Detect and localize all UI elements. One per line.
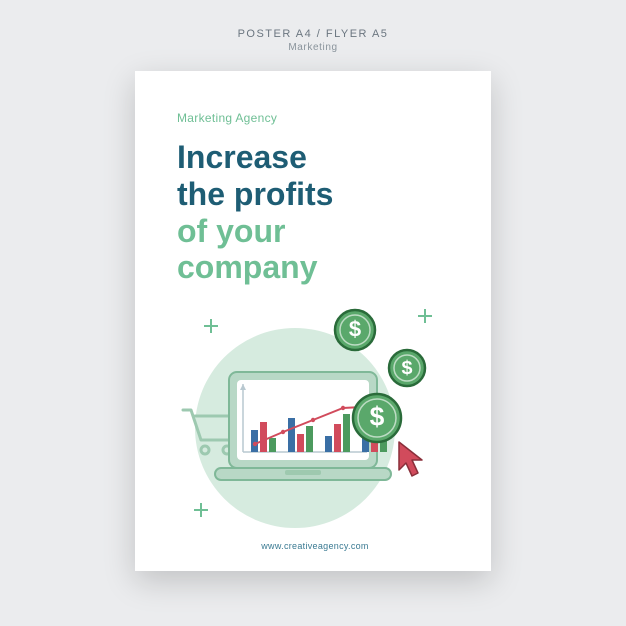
svg-text:$: $ — [349, 317, 361, 342]
headline-line-4: company — [177, 249, 317, 285]
dollar-coin-icon: $ — [353, 394, 401, 442]
headline-line-1: Increase — [177, 139, 307, 175]
svg-text:$: $ — [401, 357, 412, 379]
dollar-coin-icon: $ — [389, 350, 425, 386]
dollar-coin-icon: $ — [335, 310, 375, 350]
kicker-text: Marketing Agency — [177, 111, 453, 125]
hero-graphic: $ $ $ — [177, 298, 453, 535]
svg-text:$: $ — [370, 402, 385, 432]
headline-line-2: the profits — [177, 176, 333, 212]
footer-url: www.creativeagency.com — [177, 541, 453, 551]
page-header-sub: Marketing — [288, 42, 337, 53]
page-header-label: POSTER A4 / FLYER A5 — [238, 28, 389, 40]
cursor-icon — [399, 442, 422, 476]
headline-line-3: of your — [177, 213, 285, 249]
headline: Increase the profits of your company — [177, 139, 453, 286]
poster-card: Marketing Agency Increase the profits of… — [135, 71, 491, 571]
